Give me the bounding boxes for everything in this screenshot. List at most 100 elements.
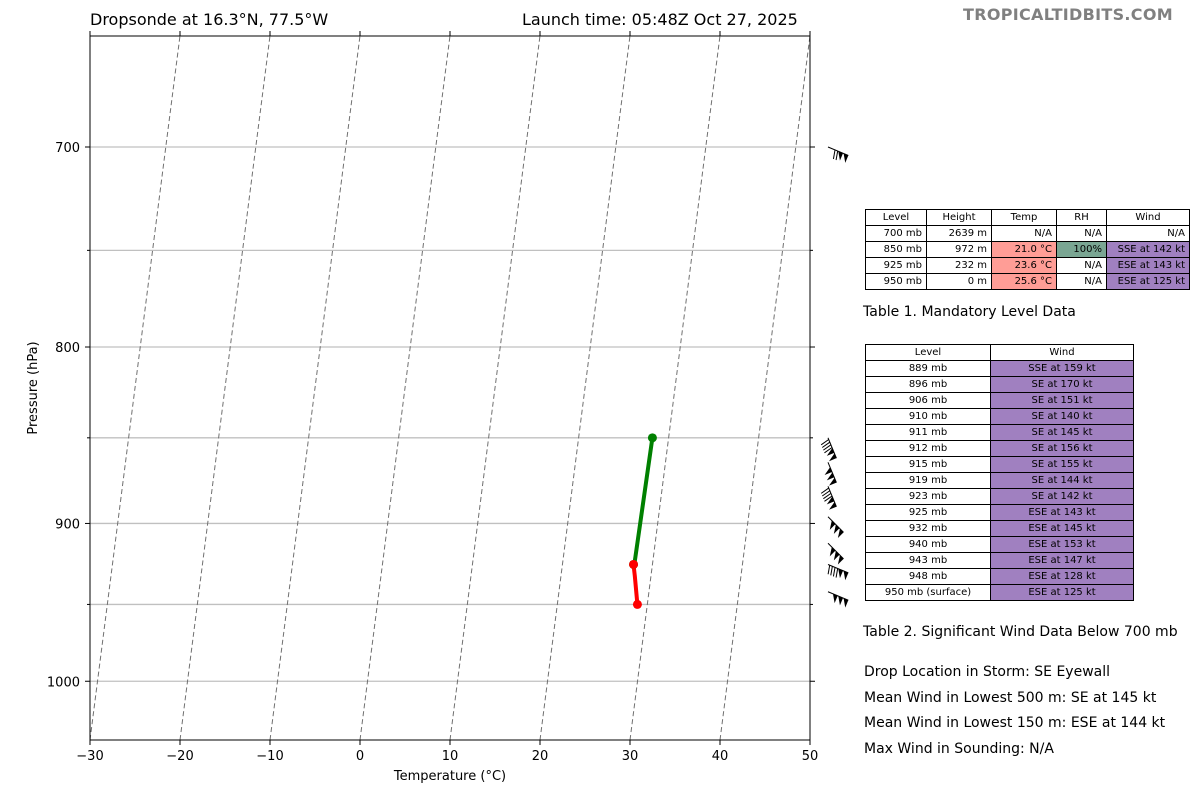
table-cell: 948 mb	[865, 568, 991, 585]
table-cell: 972 m	[926, 241, 992, 258]
table-row: 911 mb SE at 145 kt	[865, 424, 1134, 441]
temperature-profile-line	[631, 437, 655, 566]
table-row: 896 mb SE at 170 kt	[865, 376, 1134, 393]
table-header-row: Level Wind	[865, 344, 1134, 361]
table-cell: SE at 156 kt	[990, 440, 1134, 457]
significant-wind-table: Level Wind 889 mb SSE at 159 kt 896 mb SE at…	[865, 344, 1134, 601]
table-cell: N/A	[1056, 225, 1107, 242]
table-cell: 925 mb	[865, 504, 991, 521]
column-header: Level	[865, 344, 991, 361]
table-row: 925 mb ESE at 143 kt	[865, 504, 1134, 521]
storm-stats: Drop Location in Storm: SE Eyewall Mean …	[864, 664, 1165, 766]
table-row: 923 mb SE at 142 kt	[865, 488, 1134, 505]
x-tick-label: −30	[76, 749, 103, 764]
table-cell: ESE at 125 kt	[1106, 273, 1190, 290]
x-tick-label: 0	[356, 749, 364, 764]
column-header: Temp	[991, 209, 1057, 226]
table-row: 915 mb SE at 155 kt	[865, 456, 1134, 473]
table-row: 919 mb SE at 144 kt	[865, 472, 1134, 489]
wind-barb	[827, 564, 849, 581]
table-row: 925 mb 232 m 23.6 °C N/A ESE at 143 kt	[865, 257, 1190, 274]
table-cell: N/A	[1056, 273, 1107, 290]
table-row: 912 mb SE at 156 kt	[865, 440, 1134, 457]
isotherm-line	[719, 36, 810, 740]
table-cell: 923 mb	[865, 488, 991, 505]
table1-caption: Table 1. Mandatory Level Data	[863, 304, 1076, 320]
wind-barb	[827, 591, 849, 608]
table-cell: ESE at 153 kt	[990, 536, 1134, 553]
table-cell: 943 mb	[865, 552, 991, 569]
temperature-profile-line	[631, 564, 640, 605]
table-cell: 889 mb	[865, 360, 991, 377]
data-point	[629, 559, 639, 569]
table-cell: 911 mb	[865, 424, 991, 441]
table-cell: 100%	[1056, 241, 1107, 258]
table-cell: SE at 140 kt	[990, 408, 1134, 425]
wind-barb	[827, 542, 844, 565]
table-cell: ESE at 143 kt	[990, 504, 1134, 521]
table-cell: SSE at 159 kt	[990, 360, 1134, 377]
stat-mean-wind-150m: Mean Wind in Lowest 150 m: ESE at 144 kt	[864, 715, 1166, 731]
isotherm-line	[359, 36, 451, 740]
column-header: Level	[865, 209, 927, 226]
table2-caption: Table 2. Significant Wind Data Below 700…	[863, 624, 1178, 640]
column-header: Wind	[990, 344, 1134, 361]
table-cell: 700 mb	[865, 225, 927, 242]
stat-max-wind: Max Wind in Sounding: N/A	[864, 740, 1054, 757]
isotherm-line	[629, 36, 721, 740]
isotherm-line	[269, 36, 361, 740]
table-row: 943 mb ESE at 147 kt	[865, 552, 1134, 569]
isotherm-line	[539, 36, 631, 740]
table-row: 850 mb 972 m 21.0 °C 100% SSE at 142 kt	[865, 241, 1190, 258]
table-row: 932 mb ESE at 145 kt	[865, 520, 1134, 537]
y-tick-label: 1000	[47, 675, 80, 690]
plot-frame	[89, 35, 811, 741]
table-cell: 21.0 °C	[991, 241, 1057, 258]
table-cell: 925 mb	[865, 257, 927, 274]
table-cell: 850 mb	[865, 241, 927, 258]
title-left: Dropsonde at 16.3°N, 77.5°W	[90, 10, 329, 29]
title-right: Launch time: 05:48Z Oct 27, 2025	[522, 10, 798, 29]
table-cell: 932 mb	[865, 520, 991, 537]
isotherm-group	[90, 36, 810, 740]
table-row: 910 mb SE at 140 kt	[865, 408, 1134, 425]
table-cell: N/A	[1056, 257, 1107, 274]
skewt-chart: −30 −20 −10 0 10 20 30 40 50 700 800 900 1000 Tempera…	[26, 31, 849, 784]
x-tick-label: 50	[802, 749, 819, 764]
x-tick-label: −20	[166, 749, 193, 764]
table-cell: SE at 142 kt	[990, 488, 1134, 505]
mandatory-level-table: Level Height Temp RH Wind 700 mb 2639 m N/A N/A…	[865, 209, 1190, 290]
y-tick-label: 800	[55, 341, 80, 356]
table-cell: ESE at 145 kt	[990, 520, 1134, 537]
wind-barb	[820, 486, 837, 510]
wind-barb	[827, 146, 849, 163]
x-tick-label: 40	[712, 749, 729, 764]
y-tick-label: 900	[55, 517, 80, 532]
table-cell: SE at 170 kt	[990, 376, 1134, 393]
table-cell: 23.6 °C	[991, 257, 1057, 274]
wind-barb	[824, 462, 837, 486]
table-row: 700 mb 2639 m N/A N/A N/A	[865, 225, 1190, 242]
table-cell: SE at 145 kt	[990, 424, 1134, 441]
table-row: 889 mb SSE at 159 kt	[865, 360, 1134, 377]
table-cell: 906 mb	[865, 392, 991, 409]
table-row: 906 mb SE at 151 kt	[865, 392, 1134, 409]
table-cell: ESE at 125 kt	[990, 584, 1134, 601]
table-cell: 912 mb	[865, 440, 991, 457]
x-axis-label: Temperature (°C)	[393, 769, 506, 784]
x-tick-label: 20	[532, 749, 549, 764]
table-cell: SE at 151 kt	[990, 392, 1134, 409]
table-cell: 2639 m	[926, 225, 992, 242]
table-cell: 950 mb (surface)	[865, 584, 991, 601]
y-axis-label: Pressure (hPa)	[26, 341, 41, 434]
table-cell: SSE at 142 kt	[1106, 241, 1190, 258]
stat-drop-location: Drop Location in Storm: SE Eyewall	[864, 664, 1110, 680]
table-cell: 896 mb	[865, 376, 991, 393]
data-point	[647, 433, 657, 443]
table-cell: 940 mb	[865, 536, 991, 553]
x-tick-label: 30	[622, 749, 639, 764]
table-row: 950 mb (surface) ESE at 125 kt	[865, 584, 1134, 601]
table-row: 948 mb ESE at 128 kt	[865, 568, 1134, 585]
x-tick-label: 10	[442, 749, 459, 764]
isotherm-line	[90, 36, 181, 740]
